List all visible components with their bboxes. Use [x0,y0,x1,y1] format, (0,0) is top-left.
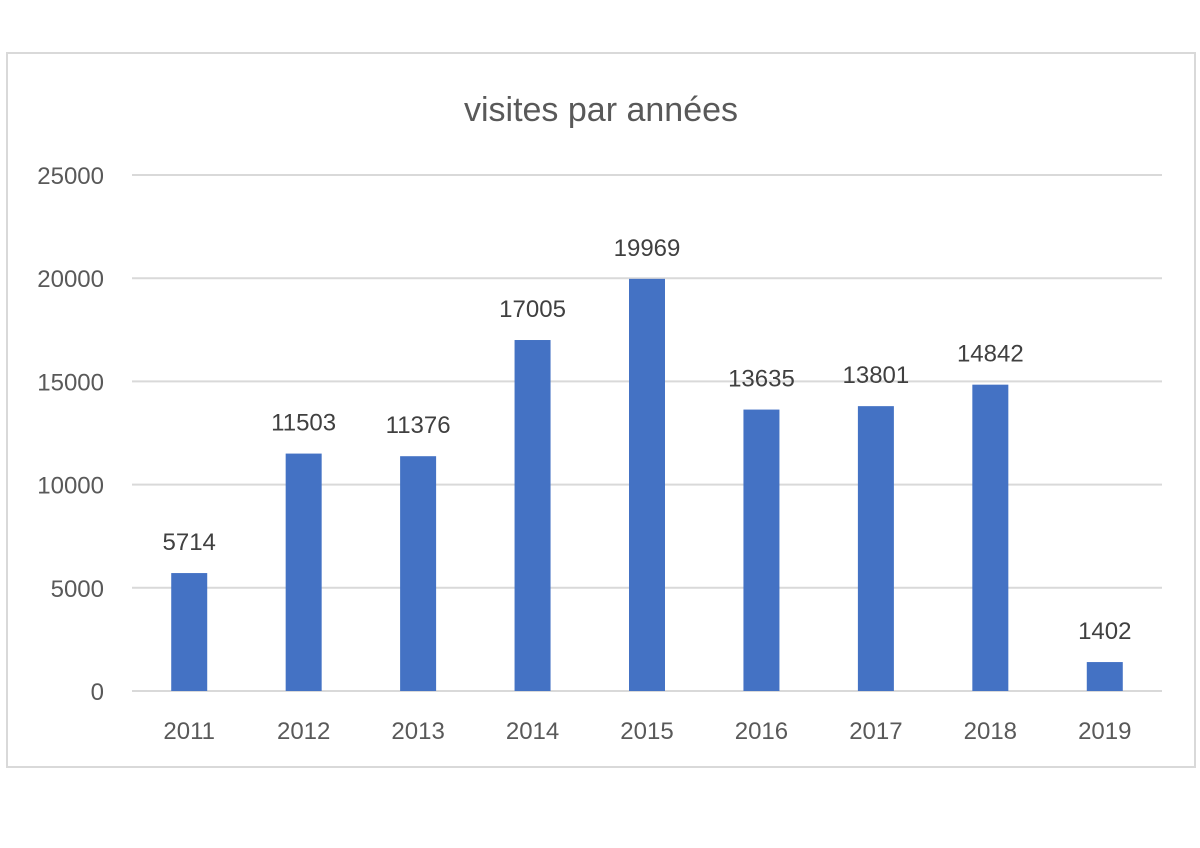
y-axis-tick-labels: 0 5000 10000 15000 20000 25000 [37,163,104,706]
y-tick-label: 20000 [37,266,104,293]
x-axis-tick-labels: 2011 2012 2013 2014 2015 2016 2017 2018 2019 [163,718,1131,745]
bar-2017 [857,406,894,691]
x-tick-label-2015: 2015 [620,718,673,745]
data-label-2019: 1402 [1078,618,1131,645]
bar-2012 [285,453,322,691]
data-label-2016: 13635 [728,366,795,393]
x-tick-label-2011: 2011 [163,718,215,745]
data-label-2013: 11376 [386,412,451,439]
bars [171,278,1123,691]
x-tick-label-2013: 2013 [391,718,444,745]
data-label-2015: 19969 [614,235,681,262]
data-label-2017: 13801 [843,362,910,389]
data-label-2011: 5714 [163,529,216,556]
bar-2015 [629,278,665,691]
x-tick-label-2017: 2017 [849,718,902,745]
data-label-2012: 11503 [271,410,336,437]
chart-title: visites par années [464,91,738,129]
y-tick-label: 10000 [37,473,104,500]
x-tick-label-2014: 2014 [506,718,559,745]
y-tick-label: 5000 [51,576,104,603]
y-tick-label: 0 [91,679,104,706]
y-tick-label: 15000 [37,369,104,396]
x-tick-label-2018: 2018 [964,718,1017,745]
bar-2018 [972,384,1009,691]
x-tick-label-2019: 2019 [1078,718,1131,745]
y-tick-label: 25000 [37,163,104,190]
x-tick-label-2016: 2016 [735,718,788,745]
bar-2019 [1086,662,1123,691]
x-tick-label-2012: 2012 [277,718,330,745]
bar-2013 [400,456,437,691]
data-label-2014: 17005 [499,296,566,323]
data-labels: 5714 11503 11376 17005 19969 13635 13801 14842 1… [163,235,1132,645]
bar-2014 [514,340,551,691]
bar-2016 [743,409,780,691]
data-label-2018: 14842 [957,341,1024,368]
bar-2011 [171,573,208,691]
